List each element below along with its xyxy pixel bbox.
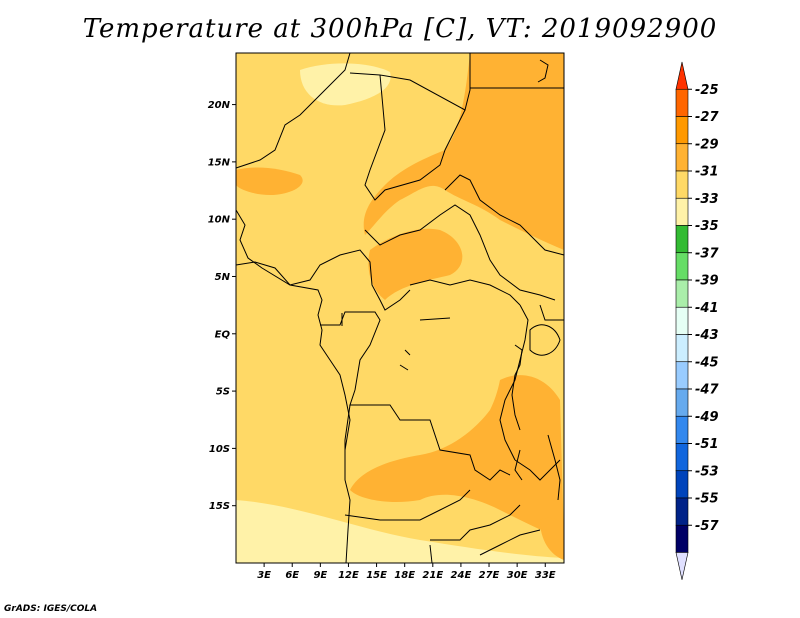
lon-tick-label: 30E: [507, 570, 528, 581]
colorbar-segment: [675, 143, 689, 172]
latitude-axis: 20N 15N 10N 5N EQ 5S 10S 15S: [208, 100, 236, 512]
colorbar-label: -53: [695, 464, 719, 479]
colorbar-label: -41: [695, 301, 719, 316]
colorbar-label: -29: [695, 137, 719, 152]
field-warm-central: [368, 228, 463, 300]
colorbar: -25 -27 -29 -31 -33 -35 -37 -39 -41 -43 -45 -47 -49 -…: [675, 61, 719, 580]
lon-tick-label: 15E: [366, 570, 387, 581]
colorbar-segment: [675, 497, 689, 526]
credit-label: GrADS: IGES/COLA: [4, 604, 98, 614]
field-warm-eastedge: [540, 517, 564, 560]
lon-tick-label: 27E: [479, 570, 500, 581]
colorbar-label: -45: [695, 355, 719, 370]
field-warm-lakes: [350, 375, 564, 540]
colorbar-segment: [675, 334, 689, 363]
field-warm-northeast: [363, 53, 564, 250]
map-frame: [235, 52, 565, 564]
colorbar-segment: [675, 88, 689, 117]
lat-tick-label: 10S: [209, 444, 230, 455]
colorbar-label: -33: [695, 192, 719, 207]
longitude-axis: 3E 6E 9E 12E 15E 18E 21E 24E 27E 30E 33E: [257, 563, 556, 581]
colorbar-label: -55: [695, 492, 719, 507]
colorbar-segment: [675, 197, 689, 226]
lon-tick-label: 21E: [422, 570, 443, 581]
lon-tick-label: 24E: [451, 570, 472, 581]
coastlines: [235, 59, 561, 501]
colorbar-segment: [675, 415, 689, 444]
lon-tick-label: 12E: [338, 570, 359, 581]
colorbar-segment: [675, 279, 689, 308]
lat-tick-label: EQ: [215, 329, 231, 340]
colorbar-segment: [675, 443, 689, 472]
colorbar-segment: [675, 306, 689, 335]
colorbar-segment: [675, 116, 689, 145]
lat-tick-label: 15N: [208, 157, 231, 168]
chart-title: Temperature at 300hPa [C], VT: 201909290…: [82, 14, 718, 44]
lat-tick-label: 5S: [216, 387, 230, 398]
colorbar-segment: [675, 361, 689, 390]
lat-tick-label: 20N: [208, 100, 231, 111]
colorbar-label: -43: [695, 328, 719, 343]
lon-tick-label: 6E: [285, 570, 299, 581]
country-borders: [235, 52, 565, 564]
colorbar-bottom-arrow: [675, 552, 689, 580]
lat-tick-label: 5N: [215, 272, 231, 283]
lon-tick-label: 9E: [313, 570, 327, 581]
colorbar-segment: [675, 470, 689, 499]
colorbar-segment: [675, 252, 689, 281]
colorbar-top-arrow: [675, 61, 689, 90]
colorbar-segment: [675, 225, 689, 254]
colorbar-label: -49: [695, 410, 719, 425]
field-cool-south: [236, 500, 564, 563]
field-warm-west: [236, 167, 303, 195]
lat-tick-label: 15S: [209, 501, 230, 512]
colorbar-label: -51: [695, 437, 719, 452]
colorbar-label: -31: [695, 165, 719, 180]
lon-tick-label: 33E: [535, 570, 556, 581]
lon-tick-label: 18E: [394, 570, 415, 581]
colorbar-label: -57: [695, 519, 719, 534]
colorbar-label: -47: [695, 383, 719, 398]
colorbar-label: -35: [695, 219, 719, 234]
colorbar-label: -27: [695, 110, 719, 125]
lat-tick-label: 10N: [208, 215, 231, 226]
lon-tick-label: 3E: [257, 570, 271, 581]
map-panel: [235, 52, 565, 564]
colorbar-label: -39: [695, 274, 719, 289]
colorbar-label: -37: [695, 246, 719, 261]
colorbar-label: -25: [695, 83, 719, 98]
colorbar-segment: [675, 388, 689, 417]
colorbar-segment: [675, 170, 689, 199]
colorbar-segment: [675, 524, 689, 553]
